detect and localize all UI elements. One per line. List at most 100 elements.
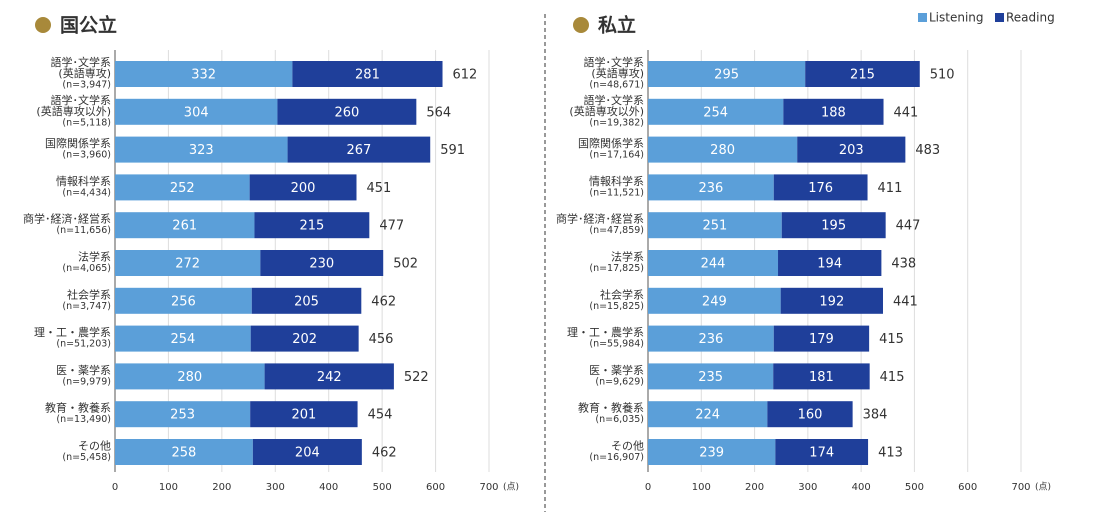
total-label: 411 — [878, 181, 903, 196]
value-label: 256 — [171, 294, 196, 309]
x-tick-label: 300 — [266, 482, 285, 493]
category-label: 医・薬学系 — [56, 363, 111, 377]
category-label: (n=4,434) — [62, 187, 111, 198]
bar-segment — [648, 363, 774, 390]
bar-segment — [251, 287, 362, 314]
x-tick-label: 400 — [319, 482, 338, 493]
total-label: 415 — [879, 332, 904, 347]
category-label: (n=5,458) — [62, 452, 111, 463]
category-label: 理・工・農学系 — [34, 325, 111, 339]
value-label: 204 — [295, 446, 320, 461]
category-label: 語学･文学系 — [51, 55, 112, 69]
bar-segment — [252, 439, 362, 465]
category-label: (n=5,118) — [62, 117, 111, 128]
category-label: (英語専攻) — [591, 66, 644, 80]
category-label: 語学･文学系 — [584, 93, 645, 107]
legend-label: Reading — [1006, 11, 1055, 25]
bar-segment — [287, 136, 431, 163]
value-label: 252 — [170, 181, 195, 196]
value-label: 272 — [175, 257, 200, 272]
value-label: 203 — [839, 143, 864, 158]
bar-segment — [115, 136, 288, 163]
category-label: 語学･文学系 — [584, 55, 645, 69]
value-label: 201 — [291, 408, 316, 423]
bar-segment — [648, 250, 779, 276]
value-label: 236 — [698, 332, 723, 347]
total-label: 564 — [426, 105, 451, 120]
bar-segment — [783, 98, 884, 125]
category-label: (n=6,035) — [595, 414, 644, 425]
total-label: 456 — [369, 332, 394, 347]
x-tick-label: 300 — [798, 482, 817, 493]
category-label: 法学系 — [78, 250, 111, 264]
total-label: 441 — [893, 294, 918, 309]
total-label: 447 — [896, 219, 921, 234]
value-label: 205 — [294, 294, 319, 309]
category-label: 商学･経済･経営系 — [23, 212, 111, 226]
bar-segment — [260, 250, 384, 276]
bar-segment — [648, 325, 774, 352]
bar-segment — [773, 174, 868, 201]
value-label: 253 — [170, 408, 195, 423]
total-label: 384 — [863, 408, 888, 423]
legend-label: Listening — [929, 11, 984, 25]
value-label: 230 — [309, 257, 334, 272]
value-label: 261 — [172, 219, 197, 234]
value-label: 239 — [699, 446, 724, 461]
total-label: 462 — [371, 294, 396, 309]
category-label: (n=9,979) — [62, 376, 111, 387]
value-label: 236 — [698, 181, 723, 196]
category-label: (n=17,164) — [589, 150, 644, 161]
bar-segment — [648, 136, 798, 163]
category-label: 国際関係学系 — [578, 136, 644, 150]
value-label: 260 — [334, 105, 359, 120]
category-label: 商学･経済･経営系 — [556, 212, 644, 226]
bar-segment — [115, 287, 252, 314]
bar-segment — [648, 61, 806, 87]
value-label: 176 — [808, 181, 833, 196]
x-tick-label: 700 — [479, 482, 498, 493]
value-label: 174 — [809, 446, 834, 461]
x-tick-label: 100 — [692, 482, 711, 493]
x-tick-label: 500 — [905, 482, 924, 493]
bar-segment — [115, 212, 255, 239]
value-label: 200 — [291, 181, 316, 196]
total-label: 454 — [368, 408, 393, 423]
total-label: 522 — [404, 370, 429, 385]
value-label: 188 — [821, 105, 846, 120]
bar-segment — [773, 363, 870, 390]
category-label: 社会学系 — [67, 287, 111, 301]
value-label: 244 — [701, 257, 726, 272]
bar-segment — [648, 439, 776, 465]
bar-segment — [648, 98, 784, 125]
x-tick-label: 700 — [1011, 482, 1030, 493]
category-label: 情報科学系 — [56, 174, 111, 188]
category-label: (n=15,825) — [589, 301, 644, 312]
category-label: (n=3,947) — [62, 80, 111, 91]
x-tick-label: 600 — [958, 482, 977, 493]
x-tick-label: 0 — [645, 482, 651, 493]
value-label: 160 — [798, 408, 823, 423]
value-label: 254 — [170, 332, 195, 347]
value-label: 295 — [714, 68, 739, 83]
x-unit: (点) — [503, 482, 519, 493]
category-label: (n=9,629) — [595, 376, 644, 387]
bar-segment — [264, 363, 394, 390]
x-unit: (点) — [1035, 482, 1051, 493]
value-label: 215 — [850, 68, 875, 83]
category-label: 語学･文学系 — [51, 93, 112, 107]
category-label: (n=3,960) — [62, 150, 111, 161]
bar-segment — [115, 363, 265, 390]
bar-segment — [254, 212, 370, 239]
chart-title: 私立 — [598, 14, 636, 37]
category-label: 教育・教養系 — [45, 401, 111, 415]
value-label: 195 — [821, 219, 846, 234]
total-label: 438 — [891, 257, 916, 272]
bar-segment — [648, 212, 782, 239]
value-label: 304 — [184, 105, 209, 120]
total-label: 477 — [379, 219, 404, 234]
value-label: 194 — [817, 257, 842, 272]
bar-segment — [767, 401, 853, 428]
category-label: (n=51,203) — [56, 339, 111, 350]
category-label: 情報科学系 — [589, 174, 644, 188]
